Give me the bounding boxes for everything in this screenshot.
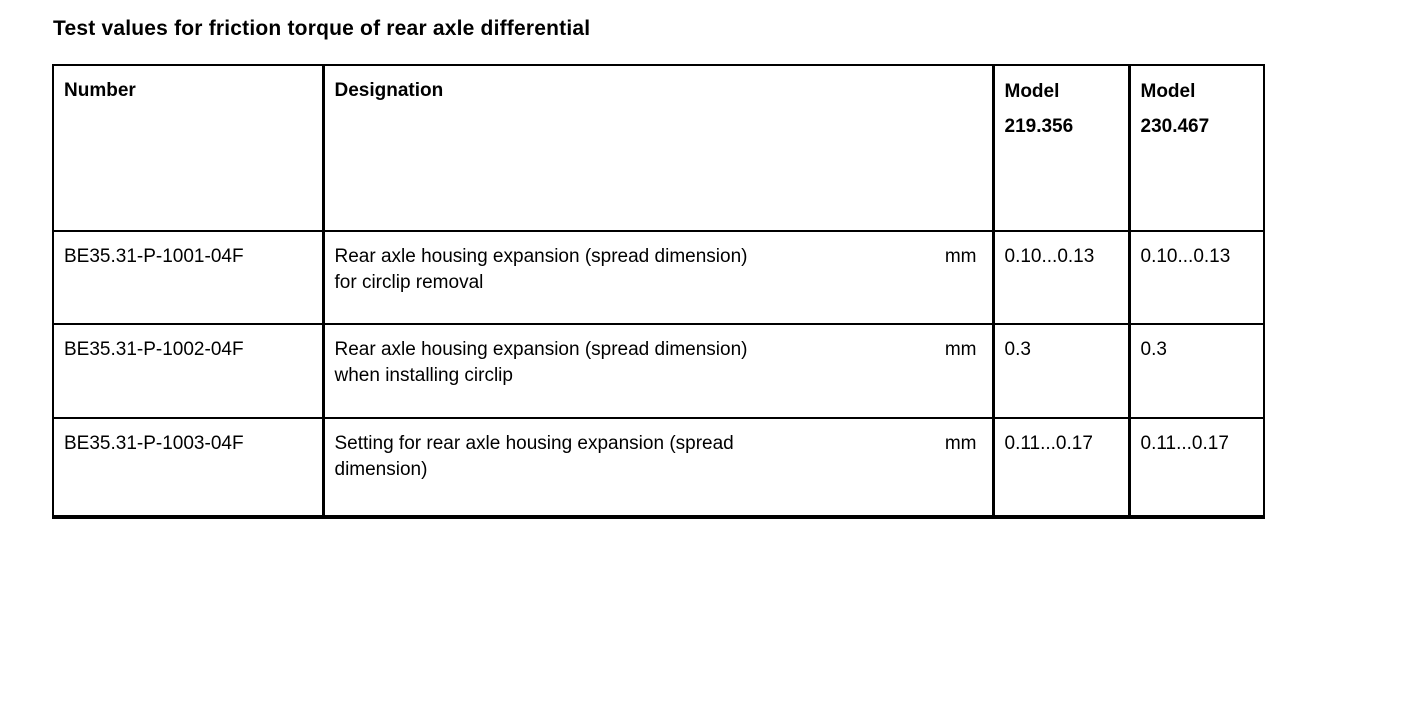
table-row: BE35.31-P-1003-04F Setting for rear axle… bbox=[52, 417, 1265, 518]
table-row: BE35.31-P-1002-04F Rear axle housing exp… bbox=[52, 323, 1265, 419]
value-cell-model-219-356: 0.11...0.17 bbox=[991, 417, 1130, 518]
unit-label: mm bbox=[944, 246, 977, 267]
col-header-number: Number bbox=[52, 64, 324, 232]
number-cell: BE35.31-P-1003-04F bbox=[52, 417, 324, 518]
designation-text: Rear axle housing expansion (spread dime… bbox=[334, 246, 748, 293]
number-cell: BE35.31-P-1001-04F bbox=[52, 230, 324, 325]
designation-text: Rear axle housing expansion (spread dime… bbox=[334, 339, 748, 386]
page-title: Test values for friction torque of rear … bbox=[53, 17, 591, 40]
designation-cell: Rear axle housing expansion (spread dime… bbox=[321, 230, 994, 325]
col-header-designation: Designation bbox=[321, 64, 994, 232]
table-row: BE35.31-P-1001-04F Rear axle housing exp… bbox=[52, 230, 1265, 325]
designation-cell: Setting for rear axle housing expansion … bbox=[321, 417, 994, 518]
designation-cell: Rear axle housing expansion (spread dime… bbox=[321, 323, 994, 419]
value-cell-model-230-467: 0.11...0.17 bbox=[1127, 417, 1265, 518]
test-values-table: Number Designation Model 219.356 Model 2… bbox=[52, 64, 1265, 519]
unit-label: mm bbox=[944, 339, 977, 360]
col-header-model-219-356: Model 219.356 bbox=[991, 64, 1130, 232]
unit-label: mm bbox=[944, 433, 977, 454]
number-cell: BE35.31-P-1002-04F bbox=[52, 323, 324, 419]
header-row: Number Designation Model 219.356 Model 2… bbox=[52, 64, 1265, 232]
col-header-model-230-467: Model 230.467 bbox=[1127, 64, 1265, 232]
designation-text: Setting for rear axle housing expansion … bbox=[334, 433, 734, 480]
value-cell-model-230-467: 0.10...0.13 bbox=[1127, 230, 1265, 325]
value-cell-model-219-356: 0.3 bbox=[991, 323, 1130, 419]
value-cell-model-230-467: 0.3 bbox=[1127, 323, 1265, 419]
value-cell-model-219-356: 0.10...0.13 bbox=[991, 230, 1130, 325]
